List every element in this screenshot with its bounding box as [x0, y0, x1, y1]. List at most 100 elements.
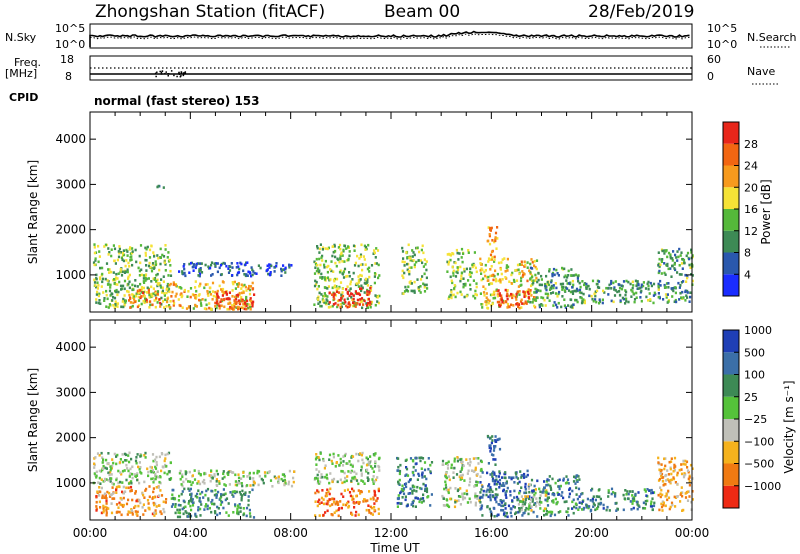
- scatter-cell: [678, 286, 681, 289]
- scatter-cell: [209, 266, 212, 270]
- scatter-cell: [156, 301, 159, 304]
- colorbar-segment: [723, 441, 739, 464]
- scatter-cell: [453, 287, 456, 290]
- scatter-cell: [329, 305, 332, 309]
- scatter-cell: [598, 286, 601, 289]
- scatter-cell: [184, 274, 187, 278]
- scatter-cell: [500, 508, 503, 512]
- scatter-cell: [614, 280, 617, 283]
- scatter-cell: [120, 513, 123, 517]
- scatter-cell: [329, 268, 332, 271]
- scatter-cell: [442, 504, 445, 507]
- scatter-cell: [459, 503, 462, 506]
- scatter-cell: [102, 510, 105, 514]
- scatter-cell: [614, 495, 617, 498]
- scatter-cell: [676, 482, 679, 486]
- scatter-cell: [553, 513, 557, 517]
- scatter-cell: [536, 500, 539, 504]
- scatter-cell: [567, 274, 570, 277]
- scatter-cell: [219, 496, 222, 500]
- scatter-cell: [198, 274, 201, 278]
- scatter-cell: [104, 495, 107, 498]
- scatter-cell: [572, 498, 575, 502]
- scatter-cell: [612, 300, 615, 304]
- scatter-cell: [122, 284, 125, 288]
- scatter-cell: [413, 289, 416, 293]
- scatter-cell: [504, 502, 507, 505]
- scatter-cell: [521, 514, 524, 517]
- scatter-cell: [667, 286, 670, 289]
- scatter-cell: [475, 285, 478, 289]
- scatter-cell: [418, 456, 421, 460]
- scatter-cell: [346, 305, 349, 309]
- scatter-cell: [645, 295, 648, 299]
- scatter-cell: [110, 477, 113, 480]
- scatter-cell: [665, 249, 668, 252]
- scatter-cell: [469, 460, 472, 464]
- nave-dip-point: [155, 75, 157, 78]
- scatter-cell: [332, 278, 336, 282]
- scatter-cell: [490, 250, 494, 254]
- scatter-cell: [598, 495, 601, 499]
- scatter-cell: [373, 251, 376, 255]
- scatter-cell: [360, 479, 363, 482]
- scatter-cell: [154, 474, 157, 477]
- scatter-cell: [237, 506, 240, 509]
- scatter-cell: [514, 471, 517, 475]
- scatter-cell: [682, 280, 685, 283]
- scatter-cell: [151, 262, 155, 265]
- scatter-cell: [453, 457, 456, 461]
- scatter-cell: [115, 478, 118, 482]
- scatter-cell: [558, 290, 561, 294]
- scatter-cell: [339, 247, 342, 251]
- scatter-cell: [237, 504, 240, 507]
- scatter-cell: [327, 306, 330, 309]
- scatter-cell: [554, 497, 557, 501]
- scatter-cell: [496, 300, 499, 304]
- scatter-cell: [598, 298, 601, 301]
- scatter-cell: [490, 265, 493, 268]
- scatter-cell: [366, 288, 369, 292]
- scatter-cell: [557, 479, 560, 482]
- scatter-cell: [357, 489, 360, 492]
- scatter-cell: [427, 457, 430, 460]
- scatter-cell: [219, 503, 222, 506]
- scatter-cell: [573, 289, 576, 293]
- scatter-cell: [200, 271, 204, 274]
- scatter-cell: [283, 483, 286, 487]
- scatter-cell: [373, 489, 376, 493]
- scatter-cell: [628, 490, 631, 493]
- scatter-cell: [190, 495, 193, 498]
- scatter-cell: [364, 277, 368, 281]
- scatter-cell: [204, 505, 207, 508]
- scatter-cell: [339, 281, 343, 284]
- scatter-cell: [111, 486, 114, 489]
- scatter-cell: [462, 252, 465, 255]
- scatter-cell: [667, 251, 671, 255]
- scatter-cell: [320, 496, 324, 500]
- scatter-cell: [397, 482, 400, 485]
- scatter-cell: [633, 496, 636, 499]
- scatter-cell: [340, 296, 343, 300]
- scatter-cell: [143, 496, 146, 499]
- scatter-cell: [491, 439, 494, 442]
- scatter-cell: [97, 244, 100, 248]
- scatter-cell: [593, 503, 596, 507]
- scatter-cell: [249, 477, 252, 480]
- scatter-cell: [412, 484, 415, 488]
- scatter-cell: [227, 502, 230, 505]
- scatter-cell: [234, 503, 237, 506]
- scatter-cell: [326, 270, 329, 274]
- scatter-cell: [315, 269, 318, 273]
- scatter-cell: [198, 268, 201, 271]
- nave-dip-point: [180, 72, 183, 75]
- scatter-cell: [341, 294, 345, 298]
- scatter-cell: [163, 471, 166, 475]
- scatter-cell: [448, 253, 451, 256]
- scatter-cell: [324, 464, 327, 467]
- scatter-cell: [416, 246, 419, 250]
- scatter-cell: [585, 504, 589, 507]
- scatter-cell: [374, 303, 377, 307]
- scatter-cell: [102, 467, 105, 470]
- scatter-cell: [411, 249, 414, 252]
